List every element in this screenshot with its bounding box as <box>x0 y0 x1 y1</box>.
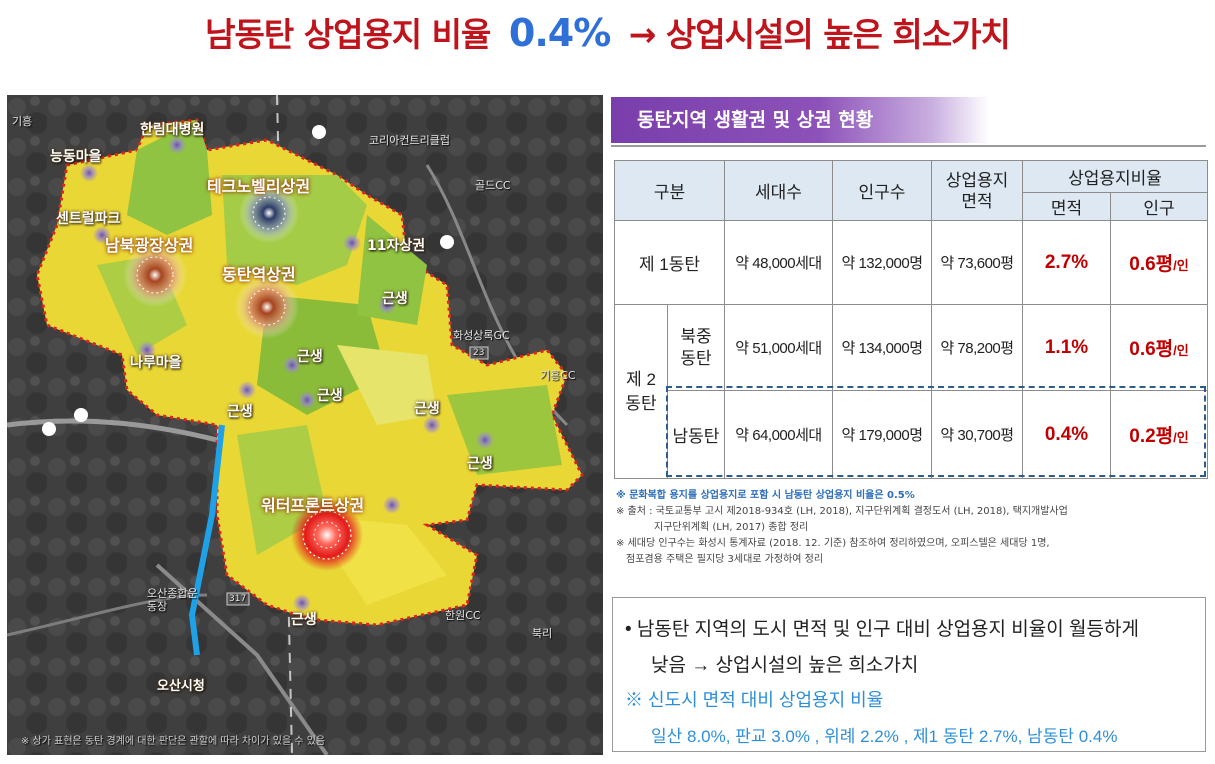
map-disclaimer: ※ 상가 표현은 동탄 경계에 대한 판단은 관할에 따라 차이가 있을 수 있… <box>21 736 326 747</box>
map-graphic <box>7 95 603 755</box>
map-small-golf-cc: 골드CC <box>475 179 511 192</box>
col-ratio-area: 면적 <box>1022 192 1111 221</box>
map-label-nambuk: 남북광장상권 <box>105 236 194 255</box>
map-label-hallym: 한림대병원 <box>140 122 205 138</box>
row-name: 북중 동탄 <box>667 304 725 391</box>
map-label-neighborhood: 근생 <box>382 291 408 307</box>
map-small-gisan-cc: 기흥CC <box>540 369 576 382</box>
row-ratio-area: 2.7% <box>1022 220 1111 305</box>
row-group-dongtan2: 제 2 동탄 <box>614 304 668 479</box>
map-label-neighborhood: 근생 <box>467 456 493 472</box>
row-area: 약 78,200평 <box>931 304 1023 391</box>
summary-sub-values: 일산 8.0%, 판교 3.0% , 위례 2.2% , 제1 동탄 2.7%,… <box>651 727 1118 746</box>
col-ratio: 상업용지비율 <box>1022 160 1208 193</box>
row-population: 약 134,000명 <box>832 304 932 391</box>
col-category: 구분 <box>614 160 725 221</box>
row-ratio-pop-value: 0.6평 <box>1129 339 1174 360</box>
table-row: 제 1동탄 약 48,000세대 약 132,000명 약 73,600평 2.… <box>614 220 1208 305</box>
col-commercial-area: 상업용지 면적 <box>931 160 1023 221</box>
note-source-cont: 지구단위계획 (LH, 2017) 종합 정리 <box>654 522 809 533</box>
row-households: 약 64,000세대 <box>724 390 833 479</box>
row-name: 제 1동탄 <box>614 220 725 305</box>
map-small-route23: 23 <box>473 348 485 358</box>
map-label-neighborhood: 근생 <box>297 349 323 365</box>
row-ratio-pop-value: 0.6평 <box>1129 254 1174 275</box>
row-area: 약 30,700평 <box>931 390 1023 479</box>
row-ratio-pop: 0.6평/인 <box>1110 304 1208 391</box>
col-population: 인구수 <box>832 160 932 221</box>
row-households: 약 51,000세대 <box>724 304 833 391</box>
summary-sub-heading: ※ 신도시 면적 대비 상업용지 비율 <box>625 690 884 710</box>
table-notes: ※ 문화복합 용지를 상업용지로 포함 시 남동탄 상업용지 비율은 0.5% … <box>616 488 1068 568</box>
row-ratio-pop-unit: /인 <box>1173 258 1189 273</box>
note-source: ※ 출처 : 국토교통부 고시 제2018-934호 (LH, 2018), 지… <box>616 506 1068 517</box>
page-title: 남동탄 상업용지 비율 0.4% → 상업시설의 높은 희소가치 <box>0 8 1215 56</box>
row-ratio-pop-value: 0.2평 <box>1129 426 1174 447</box>
title-highlight: 0.4% <box>508 11 611 55</box>
dongtan-map: 한림대병원 능동마을 테크노벨리상권 센트럴파크 남북광장상권 11자상권 동탄… <box>7 95 603 755</box>
section-header: 동탄지역 생활권 및 상권 현황 <box>611 97 989 143</box>
map-label-central-park: 센트럴파크 <box>56 211 121 227</box>
map-label-neighborhood: 근생 <box>291 612 317 628</box>
map-label-eleven: 11자상권 <box>367 238 426 254</box>
map-label-neighborhood: 근생 <box>227 404 253 420</box>
map-small-osan: 오산시청 <box>157 679 205 694</box>
map-label-neighborhood: 근생 <box>414 401 440 417</box>
section-divider <box>611 145 1206 147</box>
map-small-bugeup: 북리 <box>532 627 553 640</box>
col-ratio-pop: 인구 <box>1110 192 1208 221</box>
map-small-hwaseong-cc: 화성상록GC <box>453 329 510 342</box>
map-small-giheung: 기흥 <box>12 115 33 128</box>
table-row: 제 2 동탄 북중 동탄 약 51,000세대 약 134,000명 약 78,… <box>614 304 1208 479</box>
row-ratio-area: 1.1% <box>1022 304 1111 391</box>
title-prefix: 남동탄 상업용지 비율 <box>205 15 491 54</box>
map-label-dongtan-station: 동탄역상권 <box>222 265 296 284</box>
map-small-osan-complex: 오산종합운동장 <box>147 587 198 613</box>
row-ratio-area: 0.4% <box>1022 390 1111 479</box>
commercial-ratio-table: 구분 세대수 인구수 상업용지 면적 상업용지비율 면적 인구 제 1동탄 약 … <box>614 160 1208 479</box>
note-method: ※ 세대당 인구수는 화성시 통계자료 (2018. 12. 기준) 참조하여 … <box>616 538 1050 549</box>
row-ratio-pop: 0.2평/인 <box>1110 390 1208 479</box>
map-small-route317: 317 <box>229 594 247 604</box>
row-households: 약 48,000세대 <box>724 220 833 305</box>
row-ratio-pop-unit: /인 <box>1173 430 1189 445</box>
summary-bullet-line2: 낮음 → 상업시설의 높은 희소가치 <box>651 655 919 676</box>
row-name: 남동탄 <box>667 390 725 479</box>
map-label-neighborhood: 근생 <box>317 388 343 404</box>
summary-bullet-line1: • 남동탄 지역의 도시 면적 및 인구 대비 상업용지 비율이 월등하게 <box>625 619 1139 640</box>
map-label-waterfront: 워터프론트상권 <box>261 496 365 515</box>
table-row: 남동탄 약 64,000세대 약 179,000명 약 30,700평 0.4%… <box>615 390 1208 479</box>
summary-box: • 남동탄 지역의 도시 면적 및 인구 대비 상업용지 비율이 월등하게 낮음… <box>612 597 1206 752</box>
row-ratio-pop-unit: /인 <box>1173 343 1189 358</box>
map-small-korea-country: 코리아컨트리클럽 <box>369 134 450 147</box>
row-ratio-pop: 0.6평/인 <box>1110 220 1208 305</box>
map-label-narumaeul: 나루마을 <box>130 355 182 371</box>
row-population: 약 179,000명 <box>832 390 932 479</box>
map-label-nongdong: 능동마을 <box>50 149 102 165</box>
col-households: 세대수 <box>724 160 833 221</box>
map-small-hanwon-cc: 한원CC <box>445 609 481 622</box>
note-method-cont: 점포겸용 주택은 필지당 3세대로 가정하여 정리 <box>626 554 824 565</box>
row-population: 약 132,000명 <box>832 220 932 305</box>
title-suffix: → 상업시설의 높은 희소가치 <box>628 15 1011 54</box>
map-label-technovalley: 테크노벨리상권 <box>207 177 311 196</box>
row-area: 약 73,600평 <box>931 220 1023 305</box>
note-culture: ※ 문화복합 용지를 상업용지로 포함 시 남동탄 상업용지 비율은 0.5% <box>616 490 915 501</box>
